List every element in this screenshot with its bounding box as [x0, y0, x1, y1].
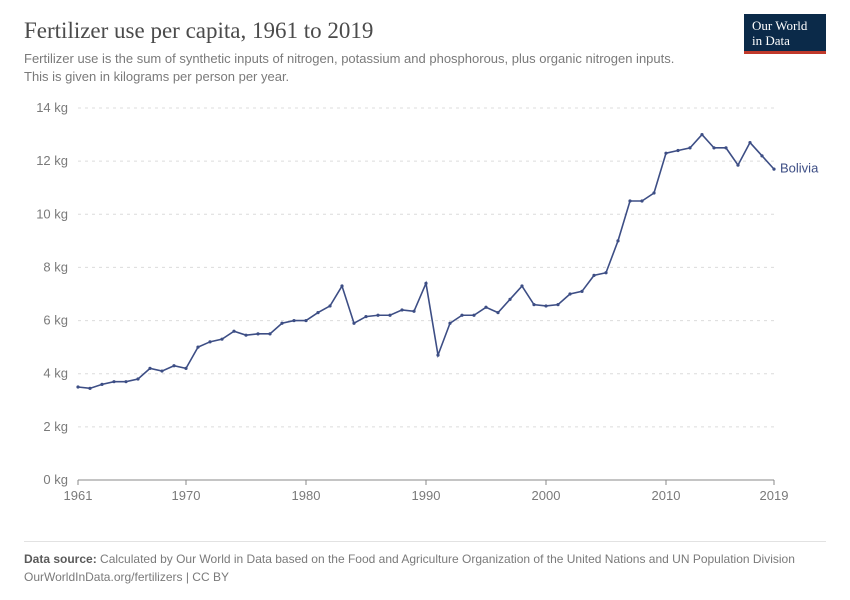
y-tick-label: 6 kg — [43, 313, 68, 328]
footer-url-line: OurWorldInData.org/fertilizers | CC BY — [24, 568, 826, 586]
series-point — [448, 322, 451, 325]
x-tick-label: 1970 — [172, 488, 201, 503]
x-tick-label: 1961 — [64, 488, 93, 503]
series-point — [748, 141, 751, 144]
series-point — [436, 354, 439, 357]
series-point — [256, 332, 259, 335]
series-point — [556, 303, 559, 306]
series-point — [592, 274, 595, 277]
series-point — [712, 146, 715, 149]
x-tick-label: 2010 — [652, 488, 681, 503]
series-point — [304, 319, 307, 322]
series-point — [244, 334, 247, 337]
series-point — [640, 199, 643, 202]
series-point — [88, 387, 91, 390]
series-point — [496, 311, 499, 314]
y-tick-label: 10 kg — [36, 206, 68, 221]
series-point — [508, 298, 511, 301]
series-point — [112, 380, 115, 383]
series-point — [136, 377, 139, 380]
series-point — [160, 369, 163, 372]
chart-area: 0 kg 2 kg 4 kg 6 kg 8 kg 10 kg 12 kg 14 kg 1961 1… — [24, 102, 826, 510]
series-point — [232, 330, 235, 333]
series-point — [100, 383, 103, 386]
series-point — [604, 271, 607, 274]
chart-subtitle: Fertilizer use is the sum of synthetic i… — [24, 50, 684, 86]
series-point — [580, 290, 583, 293]
series-point — [196, 346, 199, 349]
y-tick-label: 0 kg — [43, 472, 68, 487]
chart-header: Fertilizer use per capita, 1961 to 2019 … — [0, 0, 850, 86]
logo-line1: Our World — [752, 18, 807, 33]
series-point — [400, 308, 403, 311]
series-point — [532, 303, 535, 306]
owid-logo: Our World in Data — [744, 14, 826, 54]
series-point — [760, 154, 763, 157]
series-point — [340, 284, 343, 287]
series-point — [688, 146, 691, 149]
series-line-bolivia — [78, 135, 774, 389]
series-point — [184, 367, 187, 370]
series-label-bolivia: Bolivia — [780, 161, 819, 176]
x-tick-label: 2019 — [760, 488, 789, 503]
series-point — [220, 338, 223, 341]
series-point — [460, 314, 463, 317]
series-point — [736, 164, 739, 167]
series-point — [280, 322, 283, 325]
series-point — [292, 319, 295, 322]
series-point — [76, 385, 79, 388]
series-point — [676, 149, 679, 152]
series-point — [664, 152, 667, 155]
series-point — [148, 367, 151, 370]
chart-footer: Data source: Calculated by Our World in … — [24, 541, 826, 586]
series-point — [652, 191, 655, 194]
line-chart-svg: 0 kg 2 kg 4 kg 6 kg 8 kg 10 kg 12 kg 14 kg 1961 1… — [24, 102, 826, 510]
series-point — [352, 322, 355, 325]
series-point — [544, 304, 547, 307]
y-tick-label: 4 kg — [43, 366, 68, 381]
series-point — [268, 332, 271, 335]
x-tick-label: 1990 — [412, 488, 441, 503]
series-point — [388, 314, 391, 317]
y-tick-label: 8 kg — [43, 259, 68, 274]
series-point — [724, 146, 727, 149]
series-point — [376, 314, 379, 317]
series-point — [568, 292, 571, 295]
series-point — [700, 133, 703, 136]
chart-title: Fertilizer use per capita, 1961 to 2019 — [24, 18, 826, 44]
series-point — [412, 310, 415, 313]
series-point — [472, 314, 475, 317]
y-tick-label: 14 kg — [36, 102, 68, 115]
x-tick-label: 2000 — [532, 488, 561, 503]
logo-line2: in Data — [752, 33, 790, 48]
series-point — [772, 168, 775, 171]
series-point — [424, 282, 427, 285]
source-text: Calculated by Our World in Data based on… — [100, 552, 795, 566]
data-source-line: Data source: Calculated by Our World in … — [24, 550, 826, 568]
series-point — [124, 380, 127, 383]
series-point — [172, 364, 175, 367]
x-tick-label: 1980 — [292, 488, 321, 503]
series-point — [628, 199, 631, 202]
series-point — [208, 340, 211, 343]
series-point — [316, 311, 319, 314]
y-tick-label: 12 kg — [36, 153, 68, 168]
series-point — [616, 239, 619, 242]
y-tick-label: 2 kg — [43, 419, 68, 434]
series-point — [484, 306, 487, 309]
series-point — [364, 315, 367, 318]
series-point — [520, 284, 523, 287]
series-point — [328, 304, 331, 307]
source-label: Data source: — [24, 552, 97, 566]
